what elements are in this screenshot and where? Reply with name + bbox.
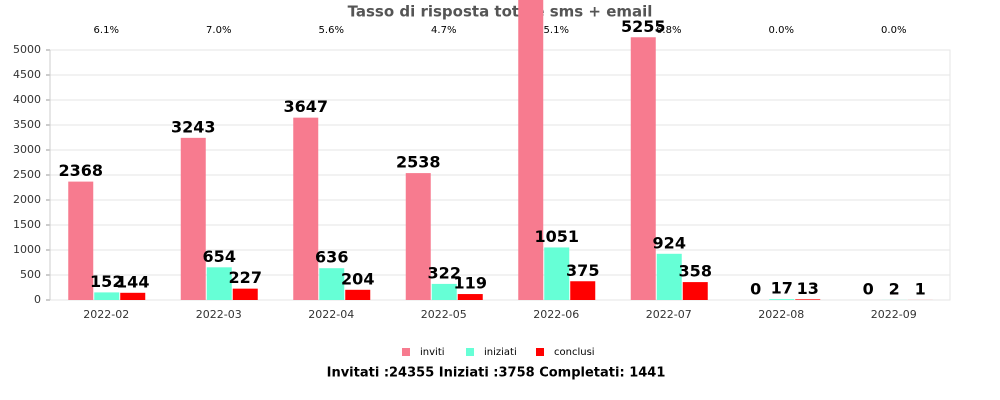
bar: [544, 247, 570, 300]
value-label: 375: [566, 261, 599, 280]
value-label: 0: [750, 280, 761, 299]
rate-annotation: 7.0%: [206, 25, 231, 36]
legend-label: inviti: [420, 347, 445, 358]
bar: [630, 37, 656, 300]
value-label: 17: [771, 279, 793, 298]
bar: [769, 299, 795, 300]
bar: [345, 289, 371, 300]
value-label: 1051: [534, 227, 579, 246]
value-label: 0: [863, 280, 874, 299]
x-tick-label: 2022-05: [421, 308, 467, 321]
value-label: 654: [203, 247, 236, 266]
x-tick-label: 2022-08: [758, 308, 804, 321]
value-label: 227: [229, 268, 262, 287]
y-tick-label: 5000: [13, 43, 41, 56]
value-label: 1: [915, 279, 926, 298]
bar: [319, 268, 345, 300]
x-tick-label: 2022-03: [196, 308, 242, 321]
bar: [293, 117, 319, 301]
value-label: 204: [341, 269, 374, 288]
rate-annotation: 5.6%: [319, 25, 344, 36]
value-label: 924: [653, 233, 686, 252]
value-label: 2: [889, 279, 900, 298]
value-label: 322: [428, 263, 461, 282]
rate-annotation: 0.0%: [881, 25, 906, 36]
bar: [682, 282, 708, 300]
value-label: 119: [454, 274, 487, 293]
y-tick-label: 3000: [13, 143, 41, 156]
value-label: 3243: [171, 117, 216, 136]
x-tick-label: 2022-06: [533, 308, 579, 321]
value-label: 2538: [396, 153, 441, 172]
y-tick-label: 4000: [13, 93, 41, 106]
bar: [94, 292, 120, 300]
bar: [570, 281, 596, 300]
bar: [457, 294, 483, 300]
rate-annotation: 6.1%: [94, 25, 119, 36]
bar: [518, 0, 544, 301]
value-label: 636: [315, 248, 348, 267]
footer: Invitati :24355 Iniziati :3758 Completat…: [327, 366, 666, 381]
rate-annotation: 0.0%: [769, 25, 794, 36]
bar: [405, 173, 431, 300]
value-label: 2368: [58, 161, 103, 180]
legend-swatch: [466, 348, 474, 356]
bar: [232, 288, 258, 300]
bar: [795, 299, 821, 300]
y-tick-label: 0: [34, 293, 41, 306]
y-tick-label: 500: [20, 268, 41, 281]
value-label: 13: [797, 279, 819, 298]
bar: [180, 137, 206, 300]
y-tick-label: 2000: [13, 193, 41, 206]
y-tick-label: 4500: [13, 68, 41, 81]
bar: [68, 181, 94, 300]
bar: [656, 253, 682, 300]
rate-annotation: 5.1%: [544, 25, 569, 36]
y-tick-label: 1000: [13, 243, 41, 256]
x-tick-label: 2022-02: [83, 308, 129, 321]
y-tick-label: 1500: [13, 218, 41, 231]
bar: [431, 283, 457, 300]
x-tick-label: 2022-07: [646, 308, 692, 321]
value-label: 5255: [621, 17, 666, 36]
legend-label: conclusi: [554, 347, 595, 358]
y-tick-label: 2500: [13, 168, 41, 181]
value-label: 358: [679, 262, 712, 281]
value-label: 152: [90, 272, 123, 291]
x-tick-label: 2022-04: [308, 308, 354, 321]
rate-annotation: 6.8%: [656, 25, 681, 36]
legend-swatch: [536, 348, 544, 356]
x-tick-label: 2022-09: [871, 308, 917, 321]
value-label: 144: [116, 272, 149, 291]
legend-swatch: [402, 348, 410, 356]
bar: [120, 292, 146, 300]
rate-annotation: 4.7%: [431, 25, 456, 36]
value-label: 3647: [283, 97, 328, 116]
chart-title: Tasso di risposta totale sms + email: [348, 3, 653, 21]
legend-label: iniziati: [484, 347, 517, 358]
bar: [206, 267, 232, 300]
y-tick-label: 3500: [13, 118, 41, 131]
